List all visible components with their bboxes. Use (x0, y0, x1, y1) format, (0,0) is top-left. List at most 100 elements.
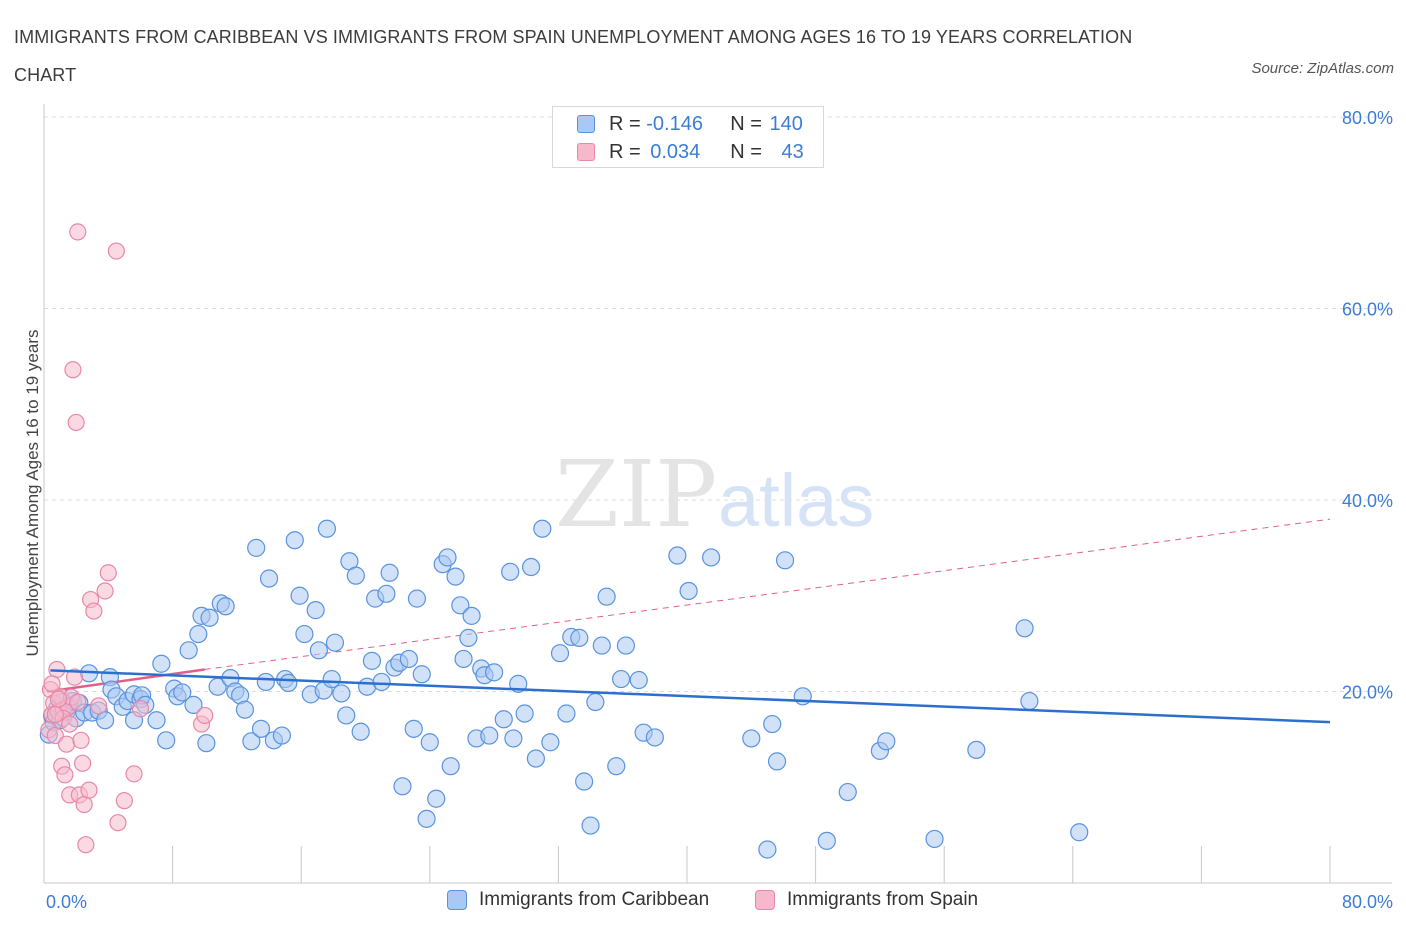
caribbean-point (441, 757, 460, 776)
legend-swatch-spain (577, 143, 595, 161)
spain-point (196, 706, 214, 725)
caribbean-point (629, 670, 648, 690)
caribbean-point (152, 654, 171, 673)
caribbean-point (393, 777, 412, 796)
bottom-legend-swatch-caribbean (447, 890, 467, 910)
watermark-atlas: atlas (718, 459, 874, 542)
caribbean-point (242, 732, 261, 751)
spain-point (80, 781, 98, 799)
spain-trend-dashed (204, 518, 1331, 670)
spain-point (72, 731, 90, 749)
caribbean-point (817, 831, 836, 850)
caribbean-point (515, 704, 534, 723)
caribbean-point (462, 606, 481, 625)
legend-n-value: 43 (781, 140, 804, 163)
caribbean-point (322, 669, 341, 689)
spain-point (99, 564, 117, 582)
caribbean-point (380, 563, 399, 582)
caribbean-point (1015, 619, 1034, 638)
spain-point (49, 690, 68, 708)
spain-point (90, 697, 108, 715)
spain-point (85, 602, 103, 620)
caribbean-point (179, 641, 198, 660)
caribbean-point (446, 567, 465, 586)
caribbean-point (742, 729, 761, 748)
caribbean-point (197, 734, 216, 753)
caribbean-point (581, 816, 600, 835)
grid-lines (44, 116, 1392, 692)
caribbean-point (337, 706, 356, 725)
caribbean-point (251, 719, 271, 738)
caribbean-point (967, 740, 986, 760)
spain-point (43, 675, 61, 693)
caribbean-point (454, 649, 473, 669)
caribbean-point (570, 628, 589, 647)
legend-n-label: N = (730, 140, 768, 163)
caribbean-point (290, 586, 309, 605)
caribbean-point (420, 733, 439, 752)
bottom-legend-spain: Immigrants from Spain (755, 889, 978, 911)
caribbean-point (306, 601, 325, 620)
bottom-legend-swatch-spain (755, 890, 775, 910)
spain-point (131, 700, 150, 718)
legend-r-value: 0.034 (650, 140, 701, 163)
caribbean-point (494, 710, 513, 729)
caribbean-point (586, 692, 605, 712)
caribbean-point (702, 548, 721, 567)
caribbean-point (557, 704, 576, 723)
caribbean-point (485, 663, 504, 682)
legend-r-label: R = (609, 112, 647, 135)
x-tick-label: 80.0% (1342, 892, 1393, 912)
caribbean-point (925, 829, 944, 849)
caribbean-point (235, 700, 255, 719)
caribbean-point (645, 728, 664, 747)
caribbean-point (526, 749, 545, 768)
caribbean-point (611, 669, 631, 689)
y-axis-label: Unemployment Among Ages 16 to 19 years (23, 330, 42, 657)
legend-r-label: R = (609, 140, 647, 163)
caribbean-point (668, 546, 687, 565)
caribbean-point (427, 789, 446, 808)
caribbean-point (256, 672, 275, 692)
caribbean-trend (50, 669, 1331, 724)
caribbean-point (285, 531, 304, 550)
caribbean-point (501, 562, 520, 581)
y-tick-label: 80.0% (1342, 108, 1393, 128)
legend-n-label: N = (730, 112, 768, 135)
caribbean-point (259, 569, 279, 588)
caribbean-point (189, 624, 208, 644)
caribbean-point (157, 731, 176, 750)
caribbean-point (412, 665, 431, 684)
caribbean-point (438, 548, 457, 567)
spain-point (77, 836, 95, 854)
caribbean-point (533, 519, 552, 538)
spain-trend-lines (47, 518, 1331, 693)
caribbean-point (377, 584, 396, 603)
spain-point (115, 792, 133, 810)
caribbean-trend-line (50, 669, 1331, 724)
spain-point (69, 693, 87, 711)
spain-trend-solid (47, 668, 205, 693)
caribbean-point (407, 589, 427, 608)
caribbean-point (417, 809, 436, 828)
spain-point (73, 754, 92, 772)
caribbean-points (39, 519, 1089, 859)
caribbean-point (272, 726, 292, 745)
caribbean-point (1070, 823, 1089, 842)
caribbean-point (399, 649, 419, 669)
caribbean-point (351, 722, 370, 741)
spain-point (75, 795, 93, 814)
spain-point (64, 361, 82, 379)
watermark-zip: ZIP (555, 441, 717, 548)
y-tick-label: 40.0% (1342, 491, 1393, 511)
caribbean-point (679, 581, 698, 601)
legend-r-value: -0.146 (646, 112, 703, 135)
caribbean-point (184, 695, 203, 715)
caribbean-point (317, 519, 337, 538)
tick-labels: 20.0% 40.0% 60.0% 80.0% 0.0% 80.0% (46, 108, 1393, 912)
caribbean-point (838, 782, 857, 802)
caribbean-point (1020, 691, 1039, 711)
legend: R = -0.146 N = 140 R = 0.034 N = 43 (552, 106, 824, 168)
caribbean-point (767, 752, 787, 771)
